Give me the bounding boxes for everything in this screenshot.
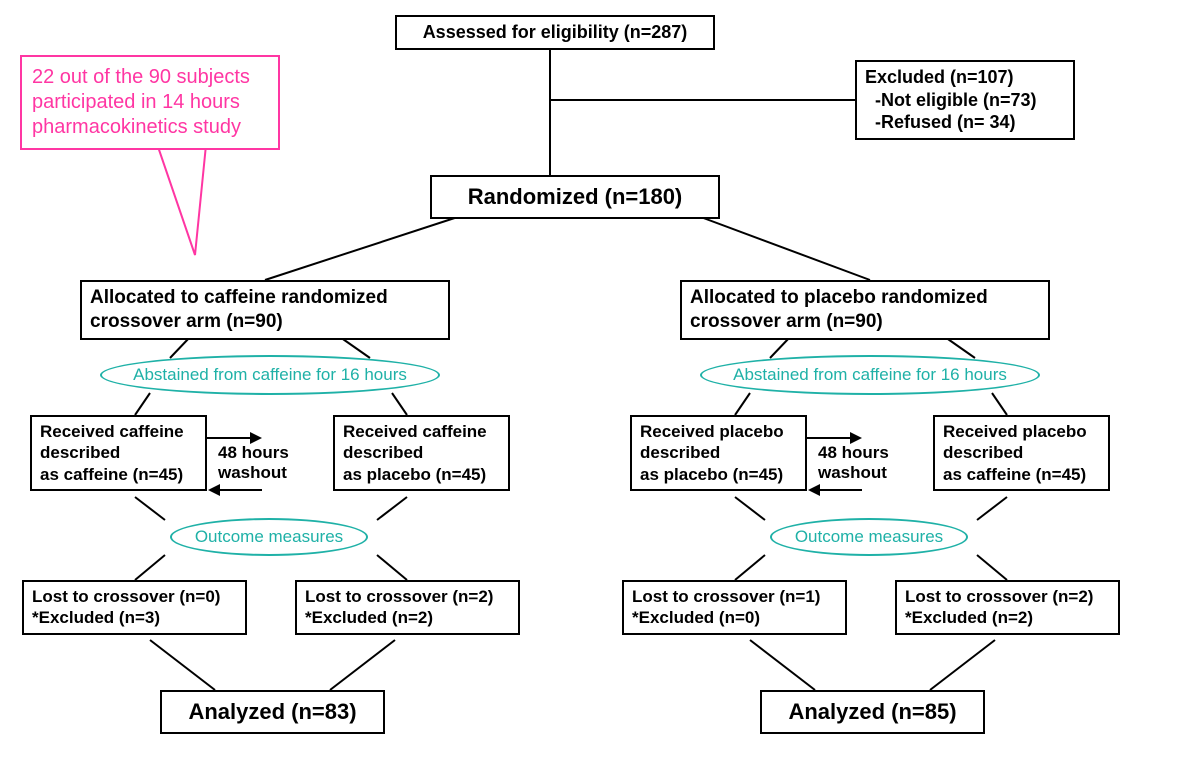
recv-right-a-box: Received placebo described as placebo (n…	[630, 415, 807, 491]
abstain-left-ellipse: Abstained from caffeine for 16 hours	[100, 355, 440, 395]
abstain-right-ellipse: Abstained from caffeine for 16 hours	[700, 355, 1040, 395]
assessed-box: Assessed for eligibility (n=287)	[395, 15, 715, 50]
excluded-top-box: Excluded (n=107) -Not eligible (n=73) -R…	[855, 60, 1075, 140]
alloc-right-line2: crossover arm (n=90)	[690, 310, 1040, 334]
alloc-left-line1: Allocated to caffeine randomized	[90, 286, 440, 310]
analyzed-right-box: Analyzed (n=85)	[760, 690, 985, 734]
callout-line3: pharmacokinetics study	[32, 115, 268, 140]
recv-left-a-box: Received caffeine described as caffeine …	[30, 415, 207, 491]
excluded-line1: Excluded (n=107)	[865, 66, 1065, 89]
washout-left-label: 48 hours washout	[218, 443, 289, 484]
lost-left-b-box: Lost to crossover (n=2) *Excluded (n=2)	[295, 580, 520, 635]
abstain-right-text: Abstained from caffeine for 16 hours	[733, 365, 1007, 385]
randomized-box: Randomized (n=180)	[430, 175, 720, 219]
washout-right-label: 48 hours washout	[818, 443, 889, 484]
alloc-right-box: Allocated to placebo randomized crossove…	[680, 280, 1050, 340]
outcome-left-ellipse: Outcome measures	[170, 518, 368, 556]
excluded-line3: -Refused (n= 34)	[865, 111, 1065, 134]
assessed-label: Assessed for eligibility (n=287)	[423, 22, 688, 42]
callout-box: 22 out of the 90 subjects participated i…	[20, 55, 280, 150]
analyzed-left-box: Analyzed (n=83)	[160, 690, 385, 734]
recv-left-b-box: Received caffeine described as placebo (…	[333, 415, 510, 491]
recv-right-b-box: Received placebo described as caffeine (…	[933, 415, 1110, 491]
alloc-right-line1: Allocated to placebo randomized	[690, 286, 1040, 310]
callout-line1: 22 out of the 90 subjects	[32, 65, 268, 90]
abstain-left-text: Abstained from caffeine for 16 hours	[133, 365, 407, 385]
alloc-left-line2: crossover arm (n=90)	[90, 310, 440, 334]
excluded-line2: -Not eligible (n=73)	[865, 89, 1065, 112]
lost-left-a-box: Lost to crossover (n=0) *Excluded (n=3)	[22, 580, 247, 635]
callout-line2: participated in 14 hours	[32, 90, 268, 115]
randomized-label: Randomized (n=180)	[468, 184, 683, 209]
alloc-left-box: Allocated to caffeine randomized crossov…	[80, 280, 450, 340]
lost-right-b-box: Lost to crossover (n=2) *Excluded (n=2)	[895, 580, 1120, 635]
outcome-right-ellipse: Outcome measures	[770, 518, 968, 556]
lost-right-a-box: Lost to crossover (n=1) *Excluded (n=0)	[622, 580, 847, 635]
